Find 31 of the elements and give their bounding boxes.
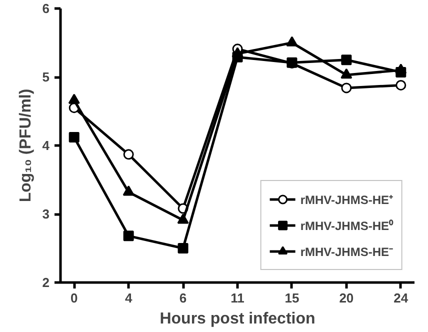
point: [232, 47, 244, 58]
x-tick-label: 6: [179, 290, 187, 306]
point: [341, 82, 352, 94]
x-tick-label: 24: [394, 290, 409, 306]
point: [395, 64, 407, 74]
point: [123, 230, 134, 242]
point: [68, 132, 80, 143]
x-tick-label: 20: [339, 290, 354, 306]
x-tick-label: 15: [284, 290, 300, 306]
legend-label: rMHV-JHMS-HE⁰: [300, 218, 393, 234]
y-tick-label: 6: [42, 1, 50, 16]
point: [123, 149, 134, 160]
y-axis-title: Log₁₀ (PFU/ml): [17, 88, 34, 202]
x-axis-title: Hours post infection: [160, 310, 316, 328]
x-tick-label: 0: [70, 290, 78, 306]
x-tick-label: 11: [230, 290, 244, 306]
point: [340, 68, 352, 79]
y-tick-label: 3: [42, 206, 50, 222]
y-tick-label: 2: [42, 275, 50, 290]
point: [178, 243, 188, 254]
y-tick-label: 4: [42, 138, 50, 153]
point: [286, 36, 298, 46]
point: [177, 214, 189, 224]
y-tick-label: 5: [42, 70, 50, 84]
point: [68, 94, 80, 104]
x-tick-label: 4: [124, 290, 133, 306]
legend-label: rMHV-JHMS-HE⁺: [300, 192, 393, 208]
legend-label: rMHV-JHMS-HE⁻: [300, 244, 393, 260]
point: [341, 54, 352, 66]
point: [396, 80, 406, 90]
point: [122, 186, 134, 196]
